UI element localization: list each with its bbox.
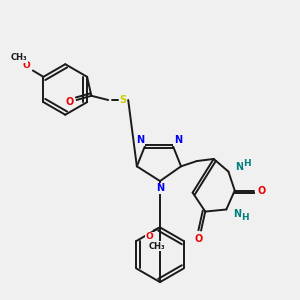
- Text: N: N: [235, 162, 243, 172]
- Text: N: N: [156, 183, 164, 194]
- Text: N: N: [233, 209, 241, 219]
- Text: O: O: [258, 185, 266, 196]
- Text: O: O: [195, 234, 203, 244]
- Text: O: O: [146, 232, 153, 241]
- Text: O: O: [65, 97, 74, 107]
- Text: O: O: [23, 61, 30, 70]
- Text: S: S: [119, 95, 127, 105]
- Text: H: H: [242, 213, 249, 222]
- Text: N: N: [136, 135, 144, 145]
- Text: CH₃: CH₃: [11, 53, 28, 62]
- Text: H: H: [244, 159, 251, 168]
- Text: N: N: [174, 135, 182, 145]
- Text: CH₃: CH₃: [148, 242, 165, 251]
